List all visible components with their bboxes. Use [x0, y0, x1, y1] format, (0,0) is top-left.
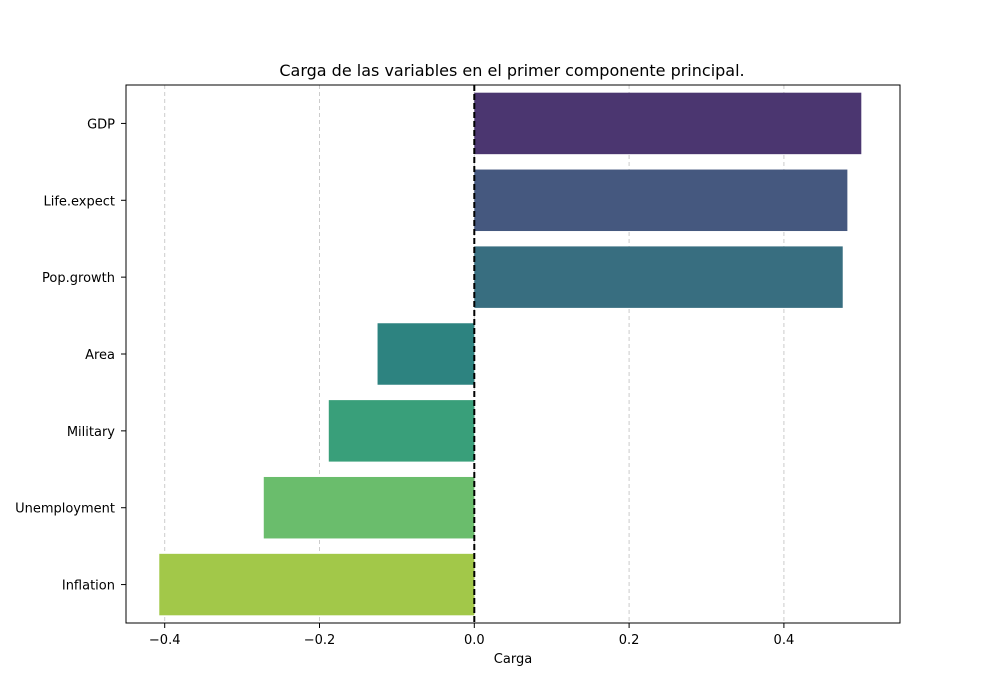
y-tick-label: Area — [85, 348, 115, 363]
bar-area — [377, 323, 475, 385]
x-tick-label: 0.2 — [619, 633, 640, 648]
y-tick-label: Pop.growth — [42, 271, 115, 286]
bar-inflation — [159, 553, 475, 616]
x-tick-label: −0.2 — [304, 633, 336, 648]
bar-gdp — [474, 92, 862, 155]
bar-military — [328, 400, 475, 462]
y-tick-label: GDP — [87, 117, 115, 132]
x-axis-label: Carga — [494, 652, 532, 667]
y-tick-label: Military — [67, 425, 115, 440]
bar-life-expect — [474, 169, 848, 232]
y-tick-label: Unemployment — [15, 502, 115, 517]
bars — [159, 92, 862, 616]
y-tick-label: Life.expect — [43, 194, 115, 209]
x-tick-label: 0.0 — [464, 633, 485, 648]
y-tick-label: Inflation — [62, 579, 115, 594]
x-tick-label: 0.4 — [774, 633, 795, 648]
x-tick-label: −0.4 — [149, 633, 181, 648]
chart-title: Carga de las variables en el primer comp… — [279, 61, 744, 80]
bar-pop-growth — [474, 246, 843, 308]
y-axis-ticks: GDP Life.expect Pop.growth Area Military Unem… — [15, 117, 126, 594]
bar-unemployment — [263, 476, 475, 539]
x-axis-ticks: −0.4 −0.2 0.0 0.2 0.4 — [149, 623, 794, 648]
